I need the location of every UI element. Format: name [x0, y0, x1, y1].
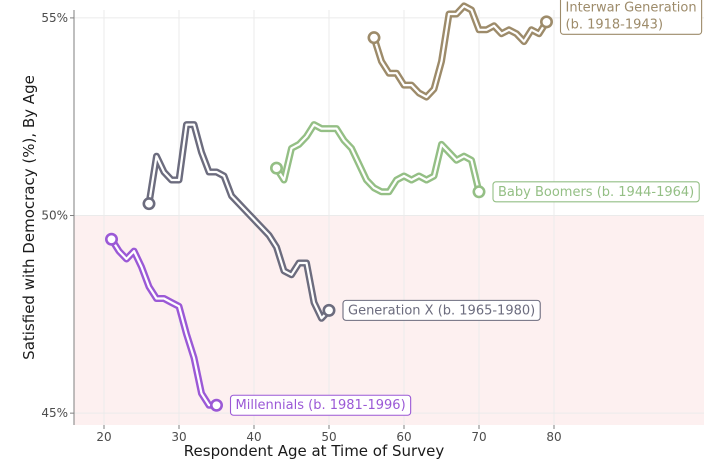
- series-label-3: Millennials (b. 1981-1996): [229, 394, 412, 416]
- x-tick-label: 30: [171, 430, 186, 444]
- series-line-inner: [147, 123, 331, 320]
- x-tick-label: 60: [396, 430, 411, 444]
- series-1: [269, 121, 486, 199]
- x-tick-label: 20: [96, 430, 111, 444]
- series-line-inner: [372, 4, 548, 99]
- series-label-text: Interwar Generation: [566, 0, 697, 15]
- series-endpoint-marker: [210, 398, 224, 412]
- series-endpoint-marker: [539, 15, 553, 29]
- series-endpoint-marker: [269, 161, 283, 175]
- series-0: [367, 2, 553, 101]
- series-label-2: Generation X (b. 1965-1980): [342, 299, 541, 321]
- series-endpoint-marker: [322, 303, 336, 317]
- y-tick-label: 55%: [41, 11, 68, 25]
- series-label-1: Baby Boomers (b. 1944-1964): [492, 181, 700, 203]
- y-axis-title: Satisfied with Democracy (%), By Age: [20, 75, 38, 360]
- series-endpoint-marker: [367, 31, 381, 45]
- series-line-inner: [275, 123, 481, 193]
- x-axis-title: Respondent Age at Time of Survey: [184, 442, 445, 460]
- series-label-box: [229, 394, 412, 416]
- series-2: [142, 121, 336, 322]
- series-line-inner: [110, 238, 218, 407]
- y-tick-label: 50%: [41, 209, 68, 223]
- series-label-text: Baby Boomers (b. 1944-1964): [498, 185, 694, 200]
- x-tick-label: 80: [546, 430, 561, 444]
- series-layer: [105, 2, 553, 412]
- series-endpoint-marker: [105, 232, 119, 246]
- series-label-box: [559, 0, 703, 35]
- series-endpoint-marker: [142, 197, 156, 211]
- y-tick-label: 45%: [41, 406, 68, 420]
- x-tick-label: 70: [471, 430, 486, 444]
- x-tick-label: 50: [321, 430, 336, 444]
- x-tick-label: 40: [246, 430, 261, 444]
- series-3: [105, 232, 224, 412]
- series-label-box: [492, 181, 700, 203]
- series-endpoint-marker: [472, 185, 486, 199]
- series-label-text: Generation X (b. 1965-1980): [348, 303, 535, 318]
- series-label-0: Interwar Generation (b. 1918-1943): [559, 0, 703, 35]
- series-label-box: [342, 299, 541, 321]
- axes: 45% 50% 55% 20 30 40 50 60 70 80: [41, 10, 562, 444]
- series-label-text: (b. 1918-1943): [566, 17, 664, 32]
- series-labels: Interwar Generation (b. 1918-1943) Baby B…: [229, 0, 703, 416]
- series-label-text: Millennials (b. 1981-1996): [236, 398, 406, 413]
